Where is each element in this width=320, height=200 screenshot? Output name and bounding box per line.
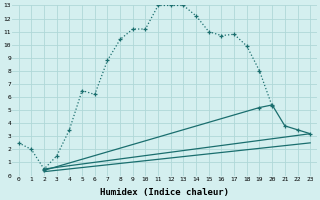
X-axis label: Humidex (Indice chaleur): Humidex (Indice chaleur) <box>100 188 229 197</box>
